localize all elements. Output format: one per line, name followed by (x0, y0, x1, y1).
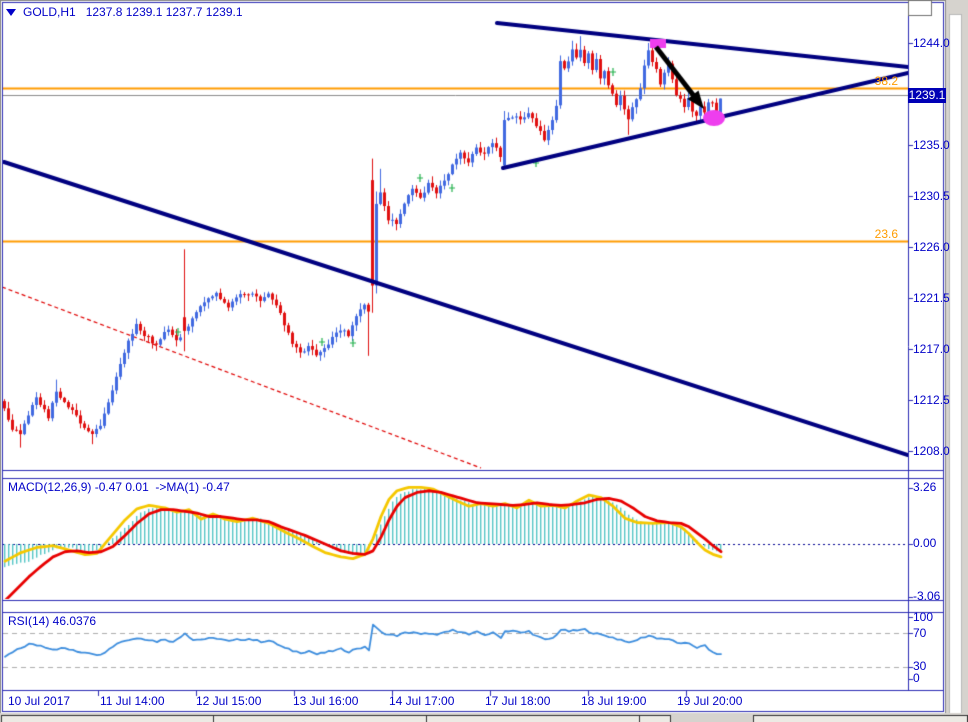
macd-axis-label: 3.26 (913, 480, 937, 494)
macd-indicator-label: MACD(12,26,9) -0.47 0.01 ->MA(1) -0.47 (8, 480, 230, 494)
price-axis-label: 1230.5 (913, 189, 950, 203)
time-axis-label: 12 Jul 15:00 (196, 694, 262, 708)
price-axis-label: 1208.0 (913, 444, 950, 458)
rsi-axis-label: 100 (913, 610, 934, 624)
macd-axis-label: 0.00 (913, 536, 937, 550)
fib-236-label: 23.6 (874, 227, 898, 241)
rsi-axis-label: 70 (913, 626, 927, 640)
time-axis-label: 13 Jul 16:00 (293, 694, 359, 708)
rsi-axis-label: 30 (913, 659, 927, 673)
current-price-badge: 1239.1 (908, 88, 946, 103)
time-axis-label: 18 Jul 19:00 (581, 694, 647, 708)
price-axis-label: 1212.5 (913, 393, 950, 407)
ohlc-readout: 1237.8 1239.1 1237.7 1239.1 (85, 5, 243, 19)
time-axis-label: 19 Jul 20:00 (677, 694, 743, 708)
price-axis-label: 1217.0 (913, 342, 950, 356)
rsi-axis-label: 0 (913, 671, 920, 685)
price-axis-label: 1244.0 (913, 36, 950, 50)
time-axis-label: 11 Jul 14:00 (100, 694, 165, 708)
rsi-indicator-label: RSI(14) 46.0376 (8, 614, 97, 628)
time-axis-label: 14 Jul 17:00 (389, 694, 455, 708)
time-axis-label: 17 Jul 18:00 (485, 694, 551, 708)
time-axis-label: 10 Jul 2017 (8, 694, 71, 708)
symbol-dropdown-icon[interactable] (6, 8, 16, 16)
chart-header: GOLD,H1 1237.8 1239.1 1237.7 1239.1 (6, 5, 243, 19)
price-axis-label: 1226.0 (913, 240, 950, 254)
price-axis-label: 1235.0 (913, 138, 950, 152)
symbol-period-label: GOLD,H1 (23, 5, 76, 19)
fib-382-label: 38.2 (874, 74, 898, 88)
price-axis-label: 1221.5 (913, 291, 950, 305)
macd-axis-label: -3.06 (913, 589, 941, 603)
